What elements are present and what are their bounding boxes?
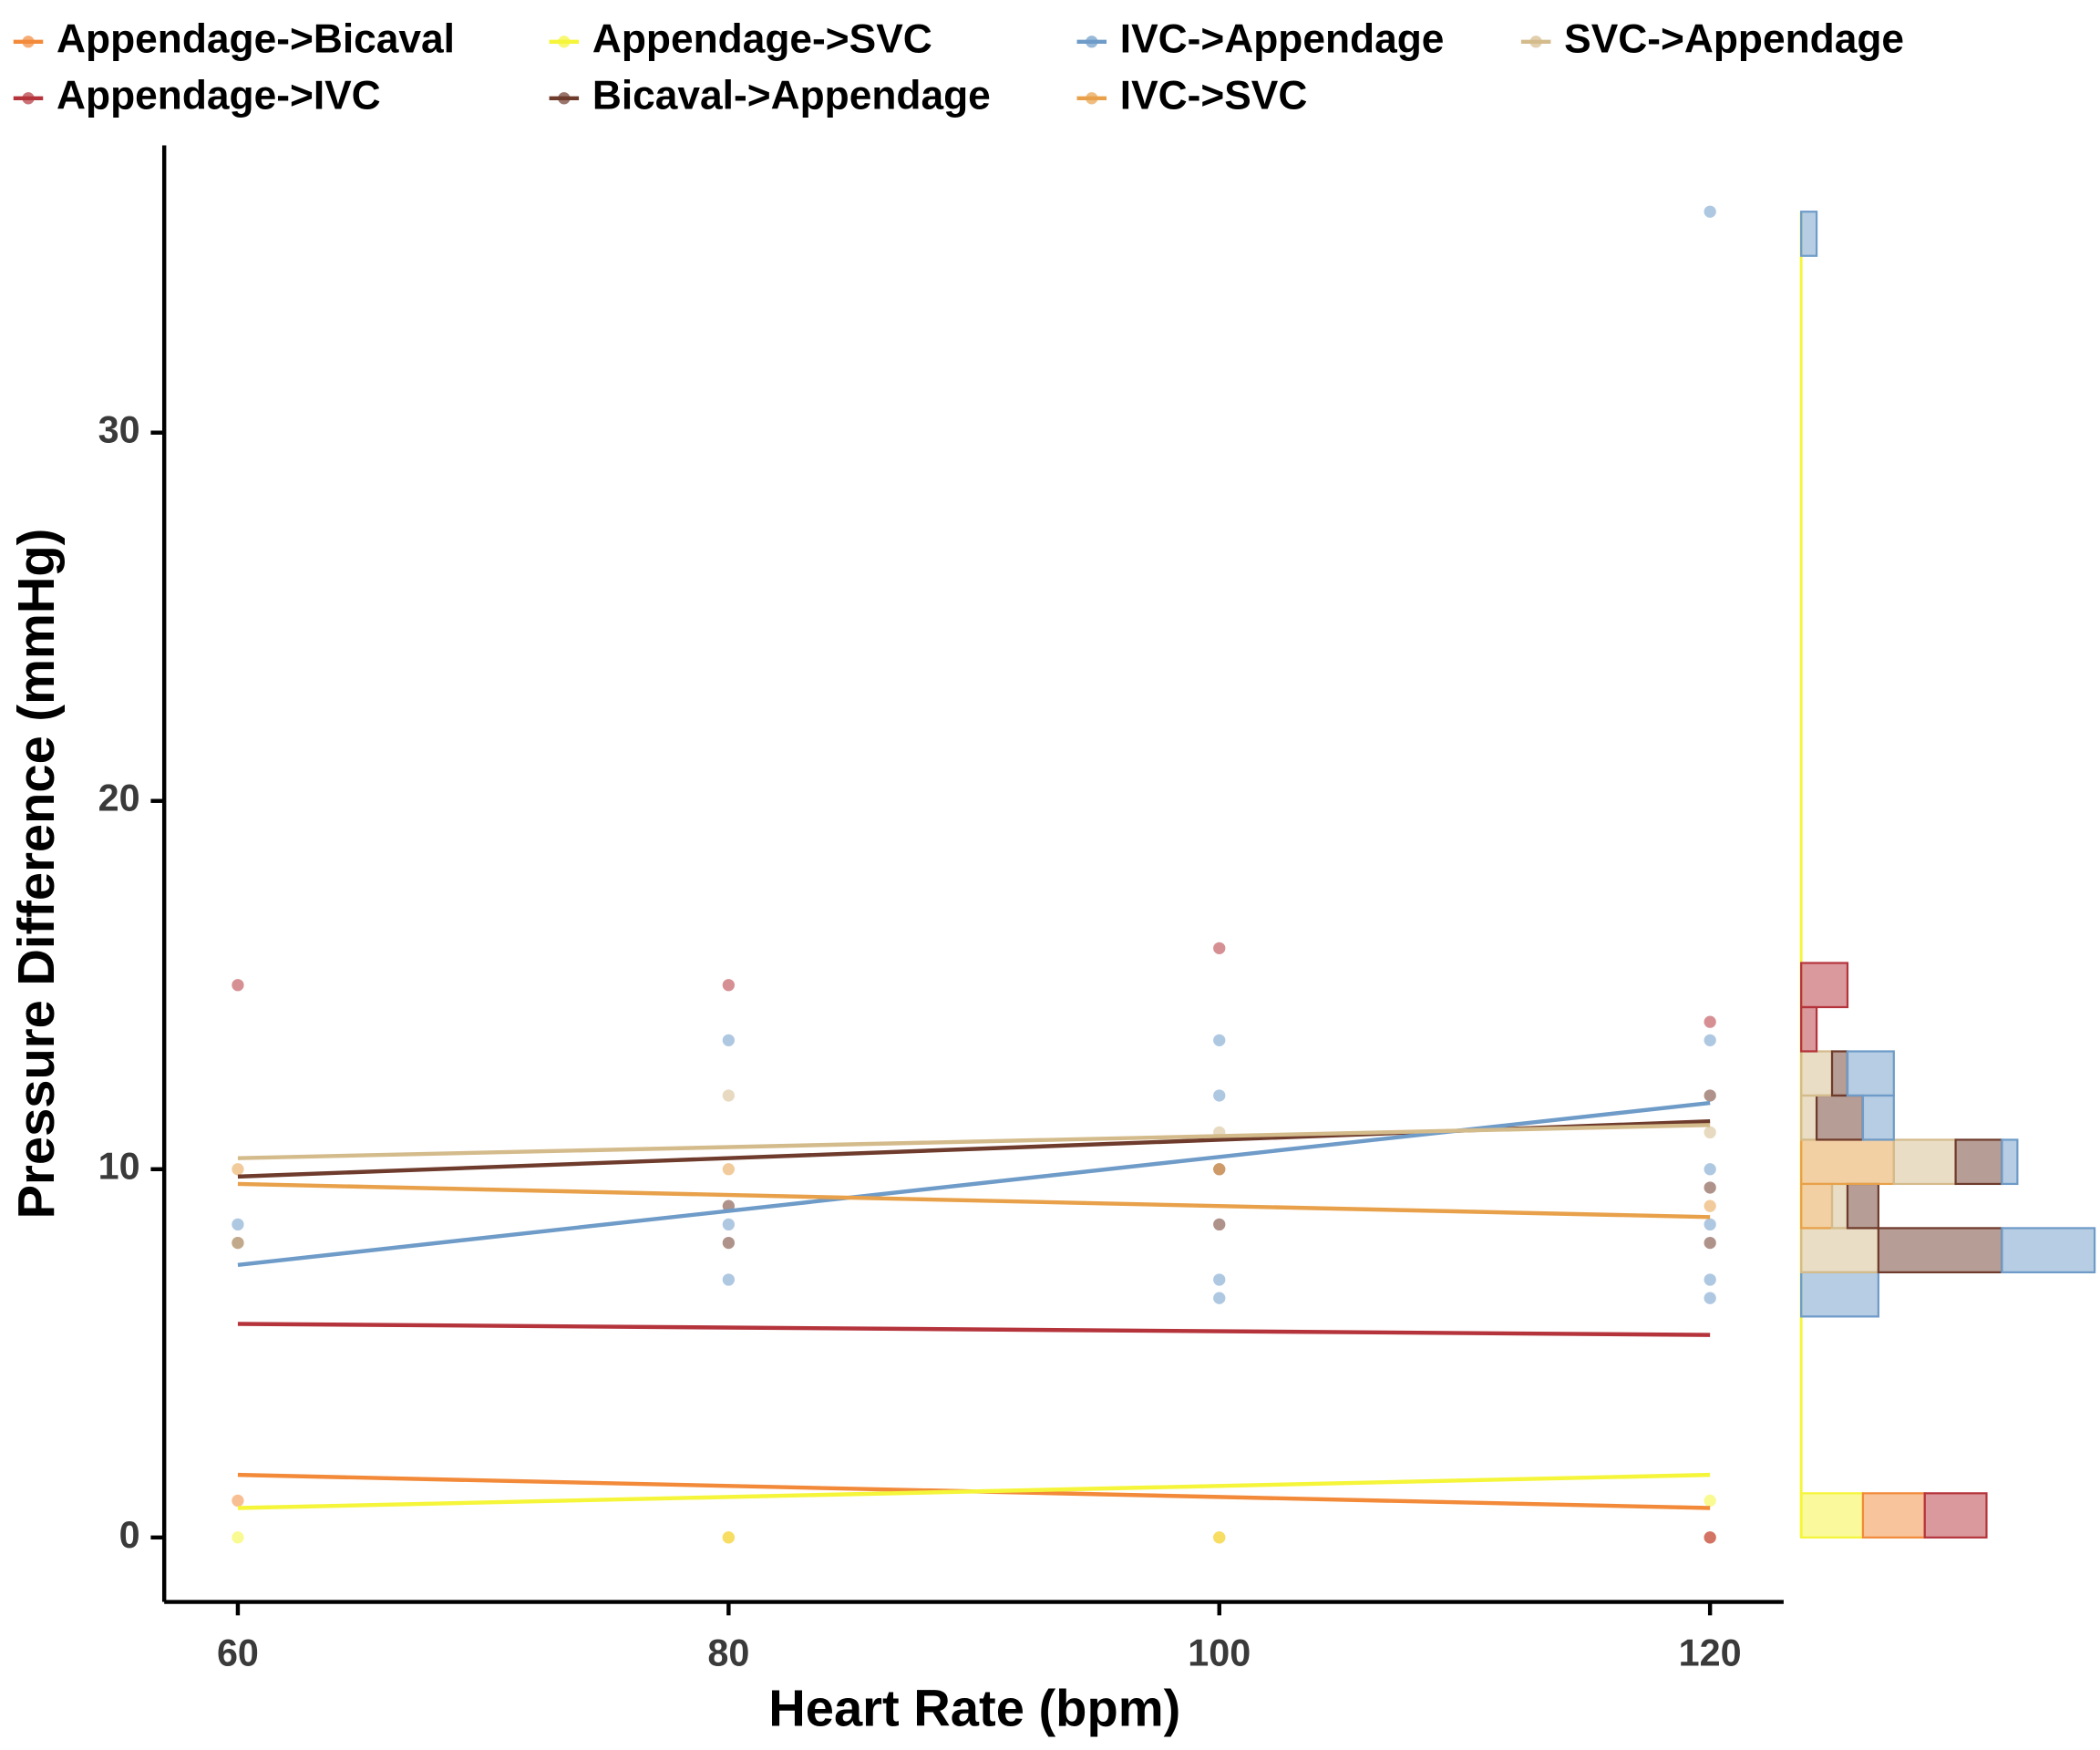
histogram-bar [1800,211,1818,257]
point [722,1163,735,1176]
x-tick-label: 100 [1188,1632,1251,1674]
y-tick-label: 30 [98,409,140,451]
histogram-bar [1800,1138,1895,1186]
legend-label: Appendage->Bicaval [57,16,455,61]
fit-line [237,1100,1711,1268]
fit-line [237,1322,1711,1337]
point [722,1531,735,1544]
point [1704,1163,1716,1176]
x-tick-label: 80 [707,1632,749,1674]
point [1213,1034,1226,1047]
histogram-bar [1800,1094,1818,1141]
legend-label: Bicaval->Appendage [592,74,991,118]
histogram-bar [1800,1050,1834,1097]
point [1213,1089,1226,1102]
histogram-bar [1923,1492,1988,1539]
point [232,1218,244,1231]
point [232,979,244,992]
y-axis-title: Pressure Difference (mmHg) [7,529,65,1220]
histogram-bar [1800,962,1849,1009]
histogram-bar [1800,1492,1865,1539]
histogram-bar [1830,1050,1849,1097]
point [1704,1199,1716,1212]
point [232,1163,244,1176]
x-tick-label: 60 [217,1632,259,1674]
legend-key-dot [22,36,35,48]
fit-line [237,1123,1711,1160]
histogram-bar [1800,1271,1879,1318]
point [1704,205,1716,218]
point [722,979,735,992]
point [722,1218,735,1231]
point [1213,1218,1226,1231]
x-tick-label: 120 [1679,1632,1742,1674]
point [1213,1273,1226,1286]
histogram-bar [1846,1182,1879,1230]
y-tick-label: 0 [119,1514,140,1556]
fit-line [237,1472,1711,1510]
point [1704,1218,1716,1231]
point [1213,942,1226,954]
point [722,1273,735,1286]
histogram-bar [2001,1227,2096,1274]
point [1704,1236,1716,1250]
point [722,1089,735,1102]
histogram-bar [1877,1227,2003,1274]
legend-key-dot [558,36,571,48]
point [1704,1126,1716,1139]
legend-label: IVC->Appendage [1120,16,1445,61]
legend-key-dot [1086,92,1098,105]
legend-key-dot [22,92,35,105]
fit-line [237,1181,1711,1220]
legend-label: Appendage->IVC [57,74,381,118]
point [1704,1034,1716,1047]
point [722,1034,735,1047]
point [232,1236,244,1250]
y-tick-label: 20 [98,777,140,819]
histogram-bar [2001,1138,2019,1186]
legend-key-dot [558,92,571,105]
histogram-bar [1892,1138,1957,1186]
point [1704,1089,1716,1102]
histogram-bar [1800,1227,1879,1274]
point [1213,1292,1226,1304]
point [232,1531,244,1544]
legend-key-dot [1086,36,1098,48]
histogram-bar [1954,1138,2003,1186]
point [1213,1163,1226,1176]
point [1704,1181,1716,1194]
histogram-bar [1800,1182,1834,1230]
legend-label: Appendage->SVC [592,16,932,61]
point [232,1494,244,1508]
histogram-bar [1861,1094,1895,1141]
histogram-bar [1830,1182,1849,1230]
histogram-bar [1846,1050,1895,1097]
point [1704,1015,1716,1028]
point [1704,1494,1716,1508]
histogram-bar [1815,1094,1865,1141]
point [1704,1273,1716,1286]
point [1213,1531,1226,1544]
histogram-bar [1861,1492,1926,1539]
y-tick-label: 10 [98,1146,140,1188]
legend-label: IVC->SVC [1120,74,1308,118]
legend-label: SVC->Appendage [1564,16,1904,61]
point [1704,1292,1716,1304]
point [722,1236,735,1250]
histogram-bar [1800,1005,1818,1053]
point [1704,1531,1716,1544]
legend-key-dot [1529,36,1542,48]
x-axis-title: Heart Rate (bpm) [768,1679,1180,1736]
